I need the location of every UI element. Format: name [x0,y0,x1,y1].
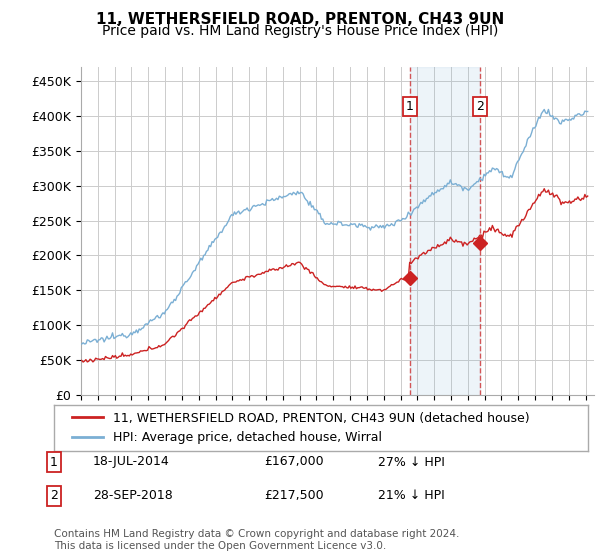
Text: 1: 1 [406,100,413,113]
Text: Contains HM Land Registry data © Crown copyright and database right 2024.
This d: Contains HM Land Registry data © Crown c… [54,529,460,551]
Text: Price paid vs. HM Land Registry's House Price Index (HPI): Price paid vs. HM Land Registry's House … [102,24,498,38]
Text: 11, WETHERSFIELD ROAD, PRENTON, CH43 9UN: 11, WETHERSFIELD ROAD, PRENTON, CH43 9UN [96,12,504,27]
Legend: 11, WETHERSFIELD ROAD, PRENTON, CH43 9UN (detached house), HPI: Average price, d: 11, WETHERSFIELD ROAD, PRENTON, CH43 9UN… [65,405,536,450]
Text: 21% ↓ HPI: 21% ↓ HPI [378,489,445,502]
Text: 2: 2 [476,100,484,113]
Text: £167,000: £167,000 [264,455,323,469]
Text: 28-SEP-2018: 28-SEP-2018 [93,489,173,502]
Text: 27% ↓ HPI: 27% ↓ HPI [378,455,445,469]
Text: 2: 2 [50,489,58,502]
Bar [410,67,480,395]
Text: 1: 1 [50,455,58,469]
Text: 18-JUL-2014: 18-JUL-2014 [93,455,170,469]
Text: £217,500: £217,500 [264,489,323,502]
